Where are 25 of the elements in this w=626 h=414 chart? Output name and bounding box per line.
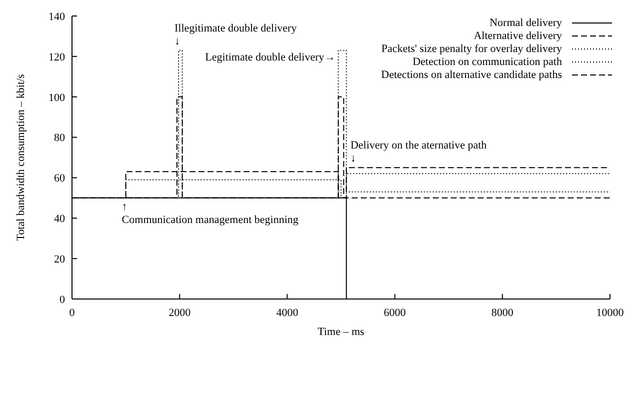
y-axis-title: Total bandwidth consumption – kbit/s [14,74,27,241]
x-tick-label: 8000 [491,306,514,319]
x-tick-label: 2000 [168,306,192,319]
y-tick-label: 80 [54,132,66,144]
annotation: Legitimate double delivery→ [205,51,336,64]
x-tick-label: 4000 [276,306,299,319]
y-tick-label: 140 [48,10,66,23]
annotation: Delivery on the aternative path ↓ [350,140,488,165]
y-tick-label: 0 [60,294,66,306]
y-tick-label: 60 [54,172,66,185]
x-tick-label: 6000 [384,306,406,319]
legend-label: Detections on alternative candidate paths [381,68,562,80]
x-tick-label: 0 [69,306,76,319]
legend-label: Normal delivery [490,16,562,28]
legend-label: Detection on communication path [412,56,562,68]
legend-label: Alternative delivery [474,30,562,42]
legend-label: Packets' size penalty for overlay delivery [381,42,562,54]
annotation: ↑ Communication management beginning [122,200,299,226]
y-tick-label: 100 [48,92,66,104]
y-tick-label: 40 [54,213,66,226]
y-tick-label: 20 [54,253,66,266]
x-tick-label: 10000 [596,306,624,319]
annotation: Illegitimate double delivery ↓ [174,22,298,48]
x-axis-title: Time – ms [318,326,364,338]
y-tick-label: 120 [48,51,66,64]
